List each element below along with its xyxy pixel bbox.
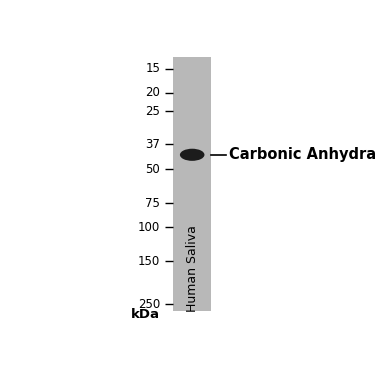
Text: 50: 50 [146, 163, 160, 176]
Text: 25: 25 [146, 105, 160, 118]
Bar [173, 57, 211, 310]
Text: 75: 75 [146, 197, 160, 210]
Text: Carbonic Anhydrase VI: Carbonic Anhydrase VI [228, 147, 375, 162]
Text: 37: 37 [146, 138, 160, 151]
Text: 250: 250 [138, 298, 160, 311]
Text: Human Saliva: Human Saliva [186, 225, 199, 312]
Text: 20: 20 [146, 86, 160, 99]
Text: kDa: kDa [131, 309, 160, 321]
Ellipse shape [180, 149, 204, 161]
Text: 15: 15 [146, 62, 160, 75]
Text: 150: 150 [138, 255, 160, 268]
Text: 100: 100 [138, 221, 160, 234]
